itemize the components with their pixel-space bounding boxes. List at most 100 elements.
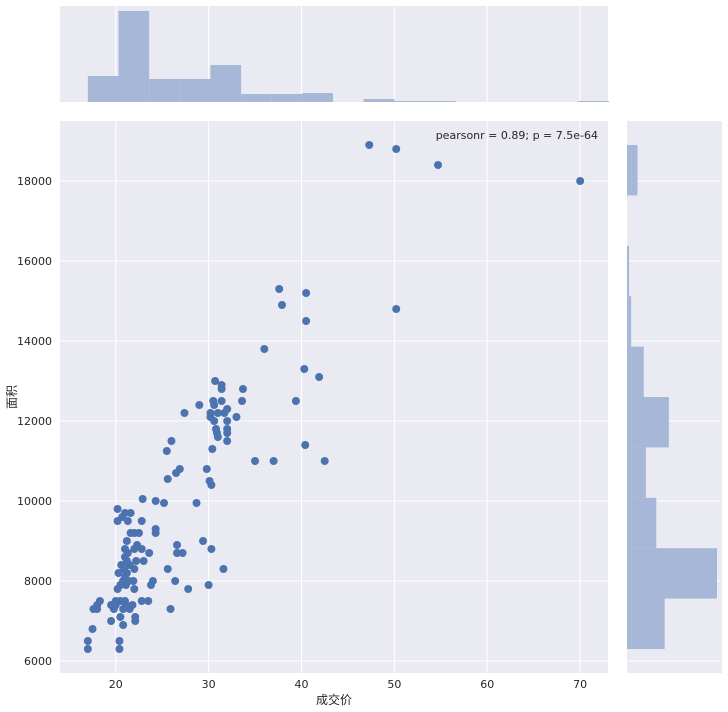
scatter-point <box>151 525 160 533</box>
scatter-point <box>204 581 213 589</box>
scatter-point <box>173 541 182 549</box>
scatter-point <box>130 565 139 573</box>
scatter-point <box>301 441 310 449</box>
y-tick-label: 14000 <box>17 335 52 348</box>
scatter-point <box>206 409 215 417</box>
scatter-point <box>223 437 232 445</box>
scatter-point <box>131 613 140 621</box>
scatter-point <box>199 537 208 545</box>
scatter-point <box>144 597 153 605</box>
scatter-point <box>275 285 284 293</box>
x-axis-label: 成交价 <box>316 692 352 707</box>
scatter-point <box>211 377 220 385</box>
scatter-point <box>132 557 141 565</box>
x-histogram-bar <box>302 93 334 102</box>
scatter-point <box>138 495 147 503</box>
scatter-point <box>213 433 222 441</box>
scatter-point <box>180 409 189 417</box>
scatter-point <box>202 465 211 473</box>
scatter-point <box>166 605 175 613</box>
scatter-point <box>145 549 154 557</box>
scatter-point <box>137 545 146 553</box>
scatter-point <box>576 177 585 185</box>
main-plot-background <box>60 121 608 673</box>
x-histogram-bar <box>179 79 211 102</box>
y-tick-label: 18000 <box>17 175 52 188</box>
scatter-point <box>116 613 125 621</box>
x-tick-label: 60 <box>480 678 494 691</box>
scatter-point <box>126 509 135 517</box>
scatter-point <box>119 621 128 629</box>
scatter-point <box>95 597 104 605</box>
x-histogram-bar <box>210 65 242 102</box>
scatter-point <box>207 545 216 553</box>
grid-lines <box>60 6 722 673</box>
scatter-point <box>223 405 232 413</box>
y-tick-label: 6000 <box>24 655 52 668</box>
y-histogram-bar <box>627 598 665 649</box>
pearson-annotation: pearsonr = 0.89; p = 7.5e-64 <box>436 129 598 142</box>
scatter-point <box>130 585 139 593</box>
scatter-point <box>113 505 122 513</box>
scatter-point <box>167 437 176 445</box>
scatter-point <box>223 417 232 425</box>
scatter-point <box>195 401 204 409</box>
scatter-point <box>114 569 123 577</box>
scatter-point <box>392 145 401 153</box>
x-histogram-bar <box>425 101 456 102</box>
scatter-point <box>134 529 143 537</box>
x-histogram-bar <box>241 94 272 102</box>
scatter-point <box>83 645 92 653</box>
scatter-point <box>269 457 278 465</box>
scatter-point <box>129 577 138 585</box>
scatter-point <box>137 517 146 525</box>
scatter-point <box>302 289 311 297</box>
scatter-point <box>210 417 219 425</box>
scatter-point <box>238 397 247 405</box>
scatter-point <box>184 585 193 593</box>
y-histogram-bar <box>627 497 657 549</box>
x-histogram-bar <box>578 101 609 102</box>
x-tick-label: 30 <box>202 678 216 691</box>
scatter-point <box>365 141 374 149</box>
scatter-points <box>83 141 585 653</box>
scatter-point <box>123 549 132 557</box>
scatter-point <box>300 365 309 373</box>
scatter-point <box>137 597 146 605</box>
y-tick-label: 12000 <box>17 415 52 428</box>
scatter-point <box>128 601 137 609</box>
scatter-point <box>115 637 124 645</box>
scatter-point <box>122 569 131 577</box>
scatter-point <box>163 565 172 573</box>
scatter-point <box>315 373 324 381</box>
y-histogram-bar <box>627 296 632 347</box>
y-histogram-bar <box>627 145 638 196</box>
scatter-point <box>121 509 130 517</box>
marginal-histograms <box>87 11 717 649</box>
y-tick-label: 10000 <box>17 495 52 508</box>
y-histogram-bar <box>627 245 630 297</box>
x-histogram-bar <box>363 99 395 102</box>
scatter-point <box>163 475 172 483</box>
scatter-point <box>208 445 217 453</box>
x-tick-label: 20 <box>109 678 123 691</box>
x-histogram-bar <box>394 101 426 102</box>
tick-labels: 20 30 40 50 60 70 6000 8000 10000 12000 14000 16000… <box>17 175 587 691</box>
x-histogram-bar <box>87 76 119 102</box>
scatter-point <box>217 381 226 389</box>
scatter-point <box>88 625 97 633</box>
scatter-point <box>83 637 92 645</box>
scatter-point <box>260 345 269 353</box>
scatter-point <box>392 305 401 313</box>
x-tick-label: 70 <box>573 678 587 691</box>
scatter-point <box>162 447 171 455</box>
scatter-point <box>251 457 260 465</box>
scatter-point <box>207 481 216 489</box>
scatter-point <box>219 565 228 573</box>
y-tick-label: 16000 <box>17 255 52 268</box>
scatter-point <box>217 397 226 405</box>
x-histogram-bar <box>118 11 150 102</box>
scatter-point <box>223 425 232 433</box>
